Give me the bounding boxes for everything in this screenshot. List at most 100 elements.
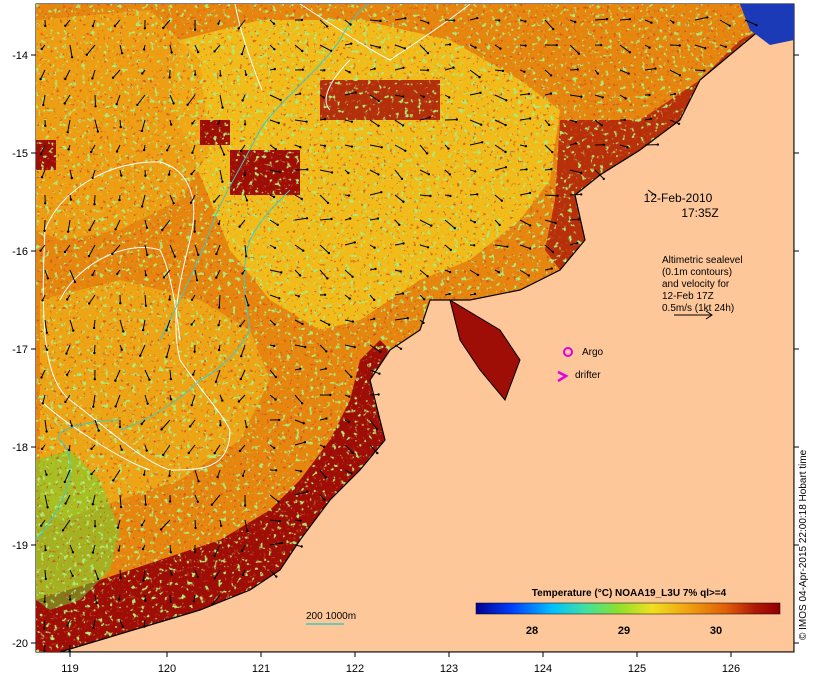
velocity-arrow-head xyxy=(63,102,66,105)
velocity-arrow-head xyxy=(115,150,119,153)
velocity-arrow xyxy=(191,144,196,153)
velocity-arrow xyxy=(144,244,148,256)
velocity-arrow xyxy=(169,544,172,553)
velocity-arrow-head xyxy=(677,122,681,126)
colorbar-ticks: 28 29 30 xyxy=(526,625,722,637)
velocity-arrow-head xyxy=(168,474,171,477)
velocity-arrow xyxy=(444,219,456,229)
velocity-arrow-head xyxy=(63,250,67,254)
velocity-arrow-head xyxy=(40,376,43,379)
velocity-arrow xyxy=(269,494,279,502)
velocity-arrow-head xyxy=(65,373,69,376)
velocity-arrow xyxy=(269,169,280,173)
velocity-arrow-head xyxy=(401,292,405,295)
map-time: 17:35Z xyxy=(681,206,718,220)
velocity-arrow-head xyxy=(755,23,758,27)
velocity-arrow-head xyxy=(245,255,248,258)
velocity-arrow-head xyxy=(605,17,609,21)
velocity-arrow-head xyxy=(577,218,580,221)
velocity-arrow-head xyxy=(239,149,243,153)
velocity-arrow xyxy=(187,94,196,106)
velocity-arrow-head xyxy=(378,372,381,375)
velocity-arrow xyxy=(394,17,406,21)
velocity-arrow-head xyxy=(299,519,302,522)
velocity-arrow-head xyxy=(476,273,480,277)
velocity-arrow xyxy=(160,519,171,530)
velocity-arrow-head xyxy=(140,129,144,133)
velocity-arrow xyxy=(544,219,556,224)
velocity-arrow-head xyxy=(90,150,93,154)
longitude-axis: 119 120 121 122 123 124 125 126 xyxy=(61,652,740,675)
velocity-arrow xyxy=(142,319,146,331)
velocity-arrow xyxy=(169,369,172,380)
velocity-arrow-head xyxy=(673,92,677,96)
velocity-arrow-head xyxy=(190,323,193,326)
velocity-arrow-head xyxy=(111,252,114,256)
velocity-arrow-head xyxy=(273,344,276,348)
velocity-arrow-head xyxy=(274,469,278,472)
lon-tick-label: 122 xyxy=(346,663,364,675)
velocity-arrow-head xyxy=(193,550,197,554)
velocity-arrow xyxy=(369,119,379,127)
velocity-arrow-head xyxy=(706,16,709,19)
velocity-arrow-head xyxy=(480,123,483,126)
velocity-arrow-head xyxy=(70,56,74,59)
velocity-arrow-head xyxy=(41,402,44,405)
velocity-arrow xyxy=(494,69,503,72)
velocity-arrow xyxy=(188,444,196,454)
velocity-arrow-head xyxy=(189,201,193,204)
velocity-arrow-head xyxy=(44,124,47,128)
velocity-arrow-head xyxy=(404,149,407,152)
velocity-arrow-head xyxy=(328,323,331,326)
velocity-arrow xyxy=(419,117,430,121)
velocity-arrow-head xyxy=(350,145,354,148)
velocity-arrow-head xyxy=(574,142,578,145)
velocity-arrow-head xyxy=(528,247,532,250)
velocity-arrow xyxy=(369,94,379,102)
velocity-arrow xyxy=(194,44,199,53)
velocity-arrow xyxy=(137,94,146,106)
velocity-arrow xyxy=(544,69,552,76)
velocity-arrow xyxy=(86,44,96,56)
velocity-arrow-head xyxy=(626,146,629,149)
velocity-arrow xyxy=(294,394,303,404)
velocity-arrow-head xyxy=(678,74,682,77)
velocity-arrow xyxy=(394,169,403,180)
velocity-arrow-head xyxy=(221,106,224,109)
velocity-arrow xyxy=(214,569,221,579)
altimetry-line-5: 0.5m/s (1kt 24h) xyxy=(662,303,734,314)
velocity-arrow-head xyxy=(139,354,142,357)
velocity-arrow-head xyxy=(474,170,477,173)
velocity-arrow-head xyxy=(326,201,330,205)
velocity-arrow-head xyxy=(448,292,451,296)
velocity-arrow xyxy=(469,92,481,96)
velocity-arrow-head xyxy=(325,417,328,420)
velocity-arrow xyxy=(141,119,146,132)
velocity-arrow-head xyxy=(217,122,220,125)
velocity-arrow-head xyxy=(213,50,216,53)
velocity-arrow xyxy=(269,519,280,522)
velocity-arrow-head xyxy=(380,146,383,149)
velocity-arrow xyxy=(62,519,71,531)
velocity-arrow-head xyxy=(452,66,455,69)
velocity-arrow-head xyxy=(422,95,425,99)
velocity-arrow-head xyxy=(322,445,326,448)
velocity-arrow xyxy=(469,119,482,126)
velocity-arrow xyxy=(92,494,96,505)
velocity-arrow-head xyxy=(550,168,553,171)
velocity-arrow-head xyxy=(274,398,277,401)
velocity-arrow-head xyxy=(95,601,98,605)
velocity-arrow xyxy=(319,319,330,326)
velocity-arrow xyxy=(394,119,404,126)
velocity-arrow xyxy=(190,194,196,204)
velocity-arrow-head xyxy=(39,77,42,81)
velocity-arrow-head xyxy=(273,446,276,450)
velocity-arrow-head xyxy=(239,377,242,381)
velocity-arrow xyxy=(65,344,71,354)
velocity-arrow-head xyxy=(144,599,147,602)
velocity-arrow-head xyxy=(301,49,304,53)
velocity-arrow xyxy=(319,269,328,279)
velocity-arrow-head xyxy=(401,124,405,127)
velocity-arrow-head xyxy=(43,229,46,232)
velocity-arrow-head xyxy=(238,225,241,228)
